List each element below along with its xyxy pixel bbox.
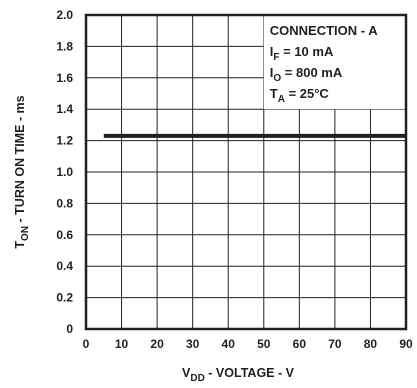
y-tick-label: 0: [66, 322, 73, 336]
x-axis-title-subscript: DD: [190, 373, 204, 384]
x-tick-label: 20: [150, 337, 164, 351]
annotation-rest: = 25°C: [285, 86, 329, 101]
annotation-rest: = 800 mA: [281, 65, 343, 80]
y-tick-label: 0.2: [56, 291, 73, 305]
y-tick-label: 1.2: [56, 134, 73, 148]
y-axis-title-rest: - TURN ON TIME - ms: [13, 95, 27, 226]
annotation-line: IO = 800 mA: [270, 65, 343, 84]
annotation-line: CONNECTION - A: [270, 23, 378, 38]
y-tick-label: 1.6: [56, 71, 73, 85]
annotation-main: CONNECTION - A: [270, 23, 378, 38]
x-tick-label: 50: [257, 337, 271, 351]
y-tick-label: 0.4: [56, 259, 73, 273]
y-tick-label: 1.0: [56, 165, 73, 179]
x-tick-label: 60: [293, 337, 307, 351]
x-tick-label: 0: [83, 337, 90, 351]
x-tick-labels: 0 10 20 30 40 50 60 70 80 90: [83, 337, 413, 351]
x-axis-title-rest: - VOLTAGE - V: [205, 366, 295, 380]
y-axis-title: TON - TURN ON TIME - ms: [13, 95, 31, 248]
y-tick-label: 0.6: [56, 228, 73, 242]
x-axis-title: VDD - VOLTAGE - V: [182, 366, 295, 384]
annotation-main: T: [270, 86, 278, 101]
annotation-subscript: F: [273, 52, 279, 63]
annotation-subscript: O: [273, 73, 281, 84]
annotation-main: I: [270, 44, 274, 59]
x-tick-label: 80: [364, 337, 378, 351]
y-tick-label: 1.4: [56, 102, 73, 116]
annotation-line: IF = 10 mA: [270, 44, 334, 63]
x-axis-title-main: V: [182, 366, 191, 380]
y-tick-labels: 0 0.2 0.4 0.6 0.8 1.0 1.2 1.4 1.6 1.8 2.0: [56, 8, 73, 336]
x-tick-label: 90: [399, 337, 413, 351]
x-tick-label: 10: [115, 337, 129, 351]
annotation-subscript: A: [278, 94, 285, 105]
x-tick-label: 30: [186, 337, 200, 351]
y-tick-label: 2.0: [56, 8, 73, 22]
y-axis-title-subscript: ON: [20, 226, 31, 241]
x-tick-label: 70: [328, 337, 342, 351]
annotation-box: [263, 15, 406, 110]
y-tick-label: 1.8: [56, 39, 73, 53]
annotation-line: TA = 25°C: [270, 86, 330, 105]
annotation-rest: = 10 mA: [280, 44, 334, 59]
x-tick-label: 40: [222, 337, 236, 351]
annotation-main: I: [270, 65, 274, 80]
plot-frame: [84, 13, 408, 331]
y-axis-title-main: T: [13, 241, 27, 249]
y-tick-label: 0.8: [56, 196, 73, 210]
